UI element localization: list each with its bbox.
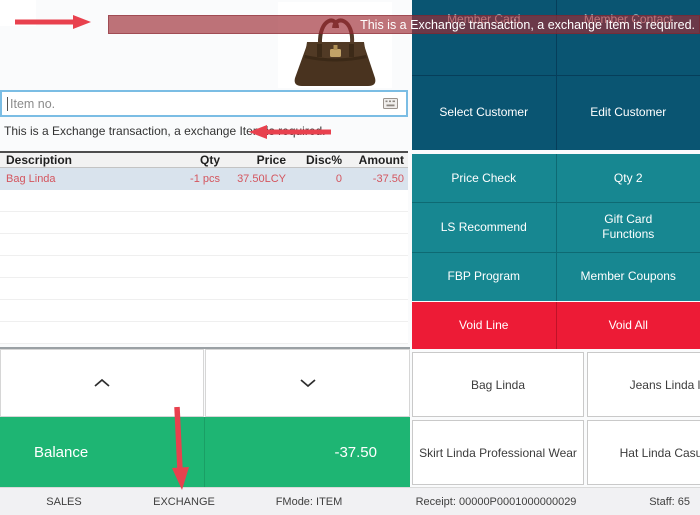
- price-check-button[interactable]: Price Check: [412, 154, 556, 203]
- void-line-button[interactable]: Void Line: [412, 302, 556, 349]
- list-divider: [0, 347, 410, 349]
- select-customer-button[interactable]: Select Customer: [412, 75, 556, 150]
- ls-recommend-button[interactable]: LS Recommend: [412, 203, 556, 252]
- col-qty: Qty: [199, 153, 220, 167]
- annotation-arrow-notice: [249, 125, 331, 139]
- edit-customer-button[interactable]: Edit Customer: [556, 75, 700, 150]
- cell-description: Bag Linda: [6, 173, 56, 185]
- cell-qty: -1 pcs: [190, 173, 220, 185]
- empty-row: [0, 278, 408, 300]
- chevron-up-icon: [94, 378, 110, 387]
- item-input-placeholder: Item no.: [10, 96, 56, 111]
- chevron-down-icon: [299, 379, 316, 388]
- product-jeans-linda-button[interactable]: Jeans Linda line: [587, 352, 700, 417]
- receipt-line-row[interactable]: Bag Linda -1 pcs 37.50LCY 0 -37.50: [0, 168, 408, 190]
- fbp-program-button[interactable]: FBP Program: [412, 252, 556, 301]
- void-function-grid: Void Line Void All: [412, 302, 700, 349]
- qty-2-button[interactable]: Qty 2: [556, 154, 700, 203]
- cell-disc: 0: [335, 173, 342, 185]
- annotation-arrow-exchange: [172, 406, 189, 490]
- empty-row: [0, 190, 408, 212]
- member-card-button[interactable]: Member Card: [412, 0, 556, 75]
- keyboard-icon[interactable]: [383, 98, 398, 109]
- product-button-panel: Bag Linda Jeans Linda line Skirt Linda P…: [412, 352, 700, 487]
- col-description: Description: [6, 153, 73, 167]
- status-staff: Staff: 65: [649, 496, 690, 508]
- scroll-down-button[interactable]: [205, 349, 410, 417]
- product-bag-linda-button[interactable]: Bag Linda: [412, 352, 584, 417]
- empty-row: [0, 212, 408, 234]
- product-skirt-linda-button[interactable]: Skirt Linda Professional Wear: [412, 420, 584, 485]
- member-contact-button[interactable]: Member Contact: [556, 0, 700, 75]
- balance-label: Balance: [34, 443, 89, 461]
- text-cursor: [7, 96, 8, 111]
- col-price: Price: [256, 153, 286, 167]
- product-hat-linda-button[interactable]: Hat Linda Casual W: [587, 420, 700, 485]
- status-fmode: FMode: ITEM: [275, 496, 343, 508]
- item-number-input[interactable]: Item no.: [0, 90, 408, 117]
- status-sales: SALES: [46, 496, 82, 508]
- gift-card-functions-button[interactable]: Gift Card Functions: [556, 203, 700, 252]
- balance-bar[interactable]: Balance -37.50: [0, 417, 410, 487]
- status-exchange: EXCHANGE: [153, 496, 215, 508]
- receipt-list-header: Description Qty Price Disc% Amount: [0, 151, 408, 168]
- col-disc: Disc%: [305, 153, 342, 167]
- member-coupons-button[interactable]: Member Coupons: [556, 252, 700, 301]
- void-all-button[interactable]: Void All: [556, 302, 700, 349]
- empty-row: [0, 322, 408, 344]
- notification-banner-text: This is a Exchange transaction, a exchan…: [360, 17, 695, 32]
- status-bar: SALES EXCHANGE FMode: ITEM Receipt: 0000…: [0, 487, 700, 515]
- exchange-notice-text: This is a Exchange transaction, a exchan…: [4, 124, 326, 138]
- col-amount: Amount: [358, 153, 404, 167]
- handbag-image: [294, 18, 376, 86]
- empty-row: [0, 256, 408, 278]
- empty-row: [0, 234, 408, 256]
- receipt-line-list: Description Qty Price Disc% Amount Bag L…: [0, 151, 408, 344]
- empty-row: [0, 300, 408, 322]
- annotation-arrow-banner: [15, 15, 91, 29]
- scroll-up-button[interactable]: [0, 349, 204, 417]
- status-receipt: Receipt: 00000P0001000000029: [415, 496, 577, 508]
- notification-banner: This is a Exchange transaction, a exchan…: [108, 15, 700, 34]
- action-function-grid: Price Check Qty 2 LS Recommend Gift Card…: [412, 154, 700, 301]
- cell-price: 37.50LCY: [237, 173, 286, 185]
- balance-amount: -37.50: [334, 443, 377, 461]
- cell-amount: -37.50: [372, 173, 404, 185]
